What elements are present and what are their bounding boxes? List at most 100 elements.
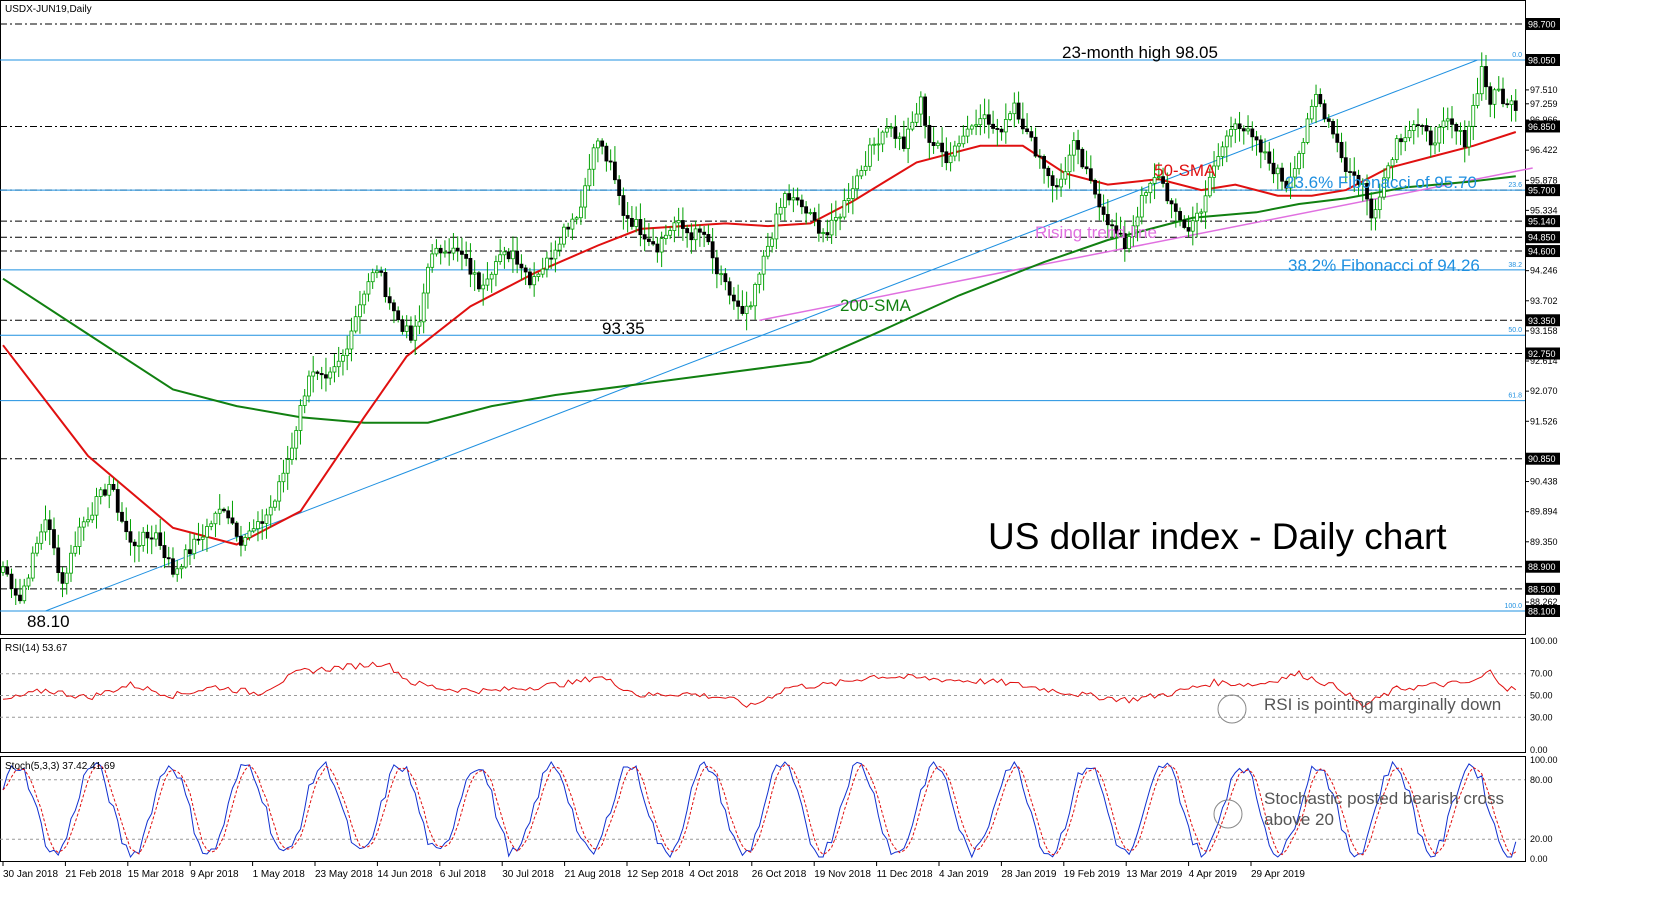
candle-body xyxy=(1131,225,1136,237)
candle-body xyxy=(829,219,834,236)
price-tick-label: 96.966 xyxy=(1530,115,1558,125)
candle-body xyxy=(1241,128,1246,132)
candle-body xyxy=(1488,86,1493,105)
candle-body xyxy=(553,249,558,260)
price-tick-label: 93.702 xyxy=(1530,296,1558,306)
candle-body xyxy=(56,547,61,573)
candle-body xyxy=(1122,233,1127,250)
candle-body xyxy=(957,143,961,147)
candle-body xyxy=(982,114,987,120)
candle-body xyxy=(307,375,311,397)
candle-body xyxy=(455,247,460,252)
date-tick-label: 1 May 2018 xyxy=(253,869,306,880)
candle-body xyxy=(243,537,248,546)
candle-body xyxy=(332,366,337,373)
candle-body xyxy=(1033,136,1038,157)
price-level-box xyxy=(1526,54,1560,66)
candle-body xyxy=(583,185,588,208)
candle-body xyxy=(494,261,498,275)
candle-body xyxy=(1373,209,1378,219)
candle-body xyxy=(655,243,660,253)
candle-body xyxy=(213,512,218,525)
date-tick-label: 21 Aug 2018 xyxy=(565,869,622,880)
low-label: 88.10 xyxy=(27,612,70,631)
candle-body xyxy=(702,231,707,235)
candle-body xyxy=(1416,124,1420,127)
rsi-tick-label: 30.00 xyxy=(1530,712,1553,722)
candle-body xyxy=(90,514,95,521)
candle-body xyxy=(400,319,405,332)
stoch-tick-label: 80.00 xyxy=(1530,775,1553,785)
candle-body xyxy=(1331,121,1335,135)
candle-body xyxy=(1433,142,1437,146)
candle-body xyxy=(952,145,957,157)
candle-body xyxy=(961,135,966,145)
candle-body xyxy=(536,273,541,277)
price-level-box xyxy=(1526,231,1560,244)
date-tick-label: 14 Jun 2018 xyxy=(377,869,432,880)
candle-body xyxy=(1237,123,1242,130)
candle-body xyxy=(1377,196,1382,211)
candle-body xyxy=(1220,146,1225,157)
candle-body xyxy=(1186,227,1191,232)
candle-body xyxy=(353,316,358,332)
date-tick-label: 4 Oct 2018 xyxy=(689,869,738,880)
candle-body xyxy=(1492,89,1497,105)
candle-body xyxy=(591,147,596,170)
candle-body xyxy=(651,241,656,245)
candle-body xyxy=(1199,211,1204,214)
stoch-tick-label: 0.00 xyxy=(1530,854,1548,864)
candle-body xyxy=(451,247,456,254)
candle-body xyxy=(69,552,73,574)
candle-body xyxy=(1114,225,1119,234)
price-level-box xyxy=(1526,347,1560,360)
candle-body xyxy=(1390,159,1395,167)
candle-body xyxy=(1339,141,1344,159)
candle-body xyxy=(1411,124,1416,131)
candle-body xyxy=(855,175,860,190)
candle-body xyxy=(1212,165,1216,178)
price-level-box xyxy=(1526,184,1560,197)
candle-body xyxy=(1233,123,1238,130)
sma200-label: 200-SMA xyxy=(840,296,912,315)
candle-body xyxy=(387,296,392,304)
candle-body xyxy=(1284,180,1289,189)
candle-body xyxy=(1084,166,1089,170)
candle-body xyxy=(923,96,927,126)
candle-body xyxy=(545,257,549,270)
candle-body xyxy=(842,200,847,218)
candle-body xyxy=(867,144,872,167)
candle-body xyxy=(901,136,906,149)
candle-body xyxy=(642,234,647,240)
candle-body xyxy=(264,514,269,524)
date-tick-label: 29 Apr 2019 xyxy=(1251,869,1305,880)
candle-body xyxy=(196,538,201,541)
candle-body xyxy=(1471,105,1476,127)
candle-body xyxy=(629,217,634,227)
fib236-label: 23.6% Fibonacci of 95.70 xyxy=(1285,173,1477,192)
price-level-box xyxy=(1526,215,1560,228)
candle-body xyxy=(1110,224,1114,227)
fib382-label: 38.2% Fibonacci of 94.26 xyxy=(1288,256,1480,275)
candle-body xyxy=(1271,162,1276,175)
fib-tick-label: 100.0 xyxy=(1504,603,1522,610)
candle-body xyxy=(608,160,613,163)
candle-body xyxy=(489,273,494,280)
candle-body xyxy=(1101,206,1106,215)
candle-body xyxy=(1037,155,1042,158)
candle-body xyxy=(850,188,855,199)
candle-body xyxy=(999,128,1004,133)
price-tick-label: 94.850 xyxy=(1528,233,1556,243)
candle-body xyxy=(596,140,600,149)
candle-body xyxy=(94,496,99,516)
candle-body xyxy=(290,447,294,460)
candle-body xyxy=(171,558,175,575)
candle-body xyxy=(646,238,651,242)
candle-body xyxy=(680,220,685,229)
candle-body xyxy=(1156,176,1161,179)
candle-body xyxy=(587,168,592,187)
candle-body xyxy=(940,142,944,153)
candle-body xyxy=(1280,167,1284,182)
candle-body xyxy=(481,284,486,290)
candle-body xyxy=(931,142,936,146)
